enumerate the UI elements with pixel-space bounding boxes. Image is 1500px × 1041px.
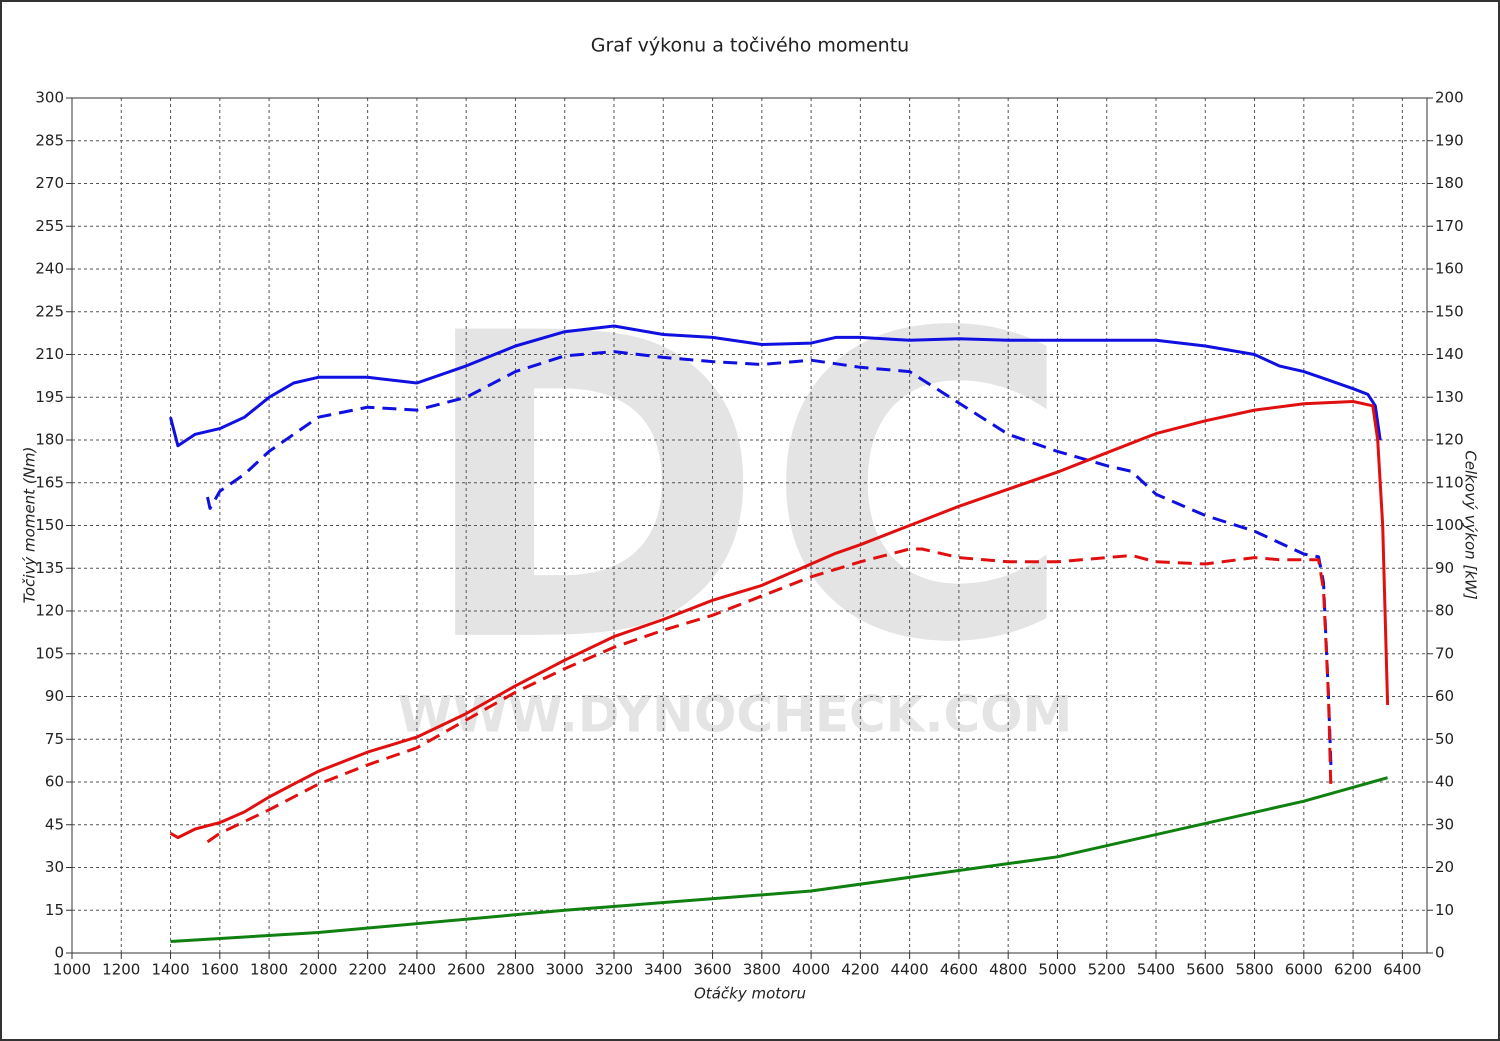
y2-tick-label: 110: [1435, 473, 1464, 491]
y-tick-label: 255: [35, 217, 64, 235]
y-tick-label: 30: [45, 858, 64, 876]
x-tick-label: 5400: [1137, 961, 1175, 979]
y2-tick-label: 80: [1435, 602, 1454, 620]
x-tick-label: 5000: [1038, 961, 1076, 979]
y-tick-label: 45: [45, 815, 64, 833]
x-tick-label: 4000: [792, 961, 830, 979]
y2-tick-label: 150: [1435, 302, 1464, 320]
y2-tick-label: 170: [1435, 217, 1464, 235]
y2-tick-label: 120: [1435, 431, 1464, 449]
y2-tick-label: 100: [1435, 516, 1464, 534]
x-tick-label: 4800: [989, 961, 1027, 979]
y-axis-label: Točivý moment (Nm): [21, 447, 39, 604]
x-tick-label: 3600: [693, 961, 731, 979]
x-tick-label: 3200: [595, 961, 633, 979]
series-line: [169, 400, 1390, 840]
y2-tick-label: 40: [1435, 773, 1454, 791]
y2-tick-label: 70: [1435, 644, 1454, 662]
x-tick-label: 1200: [102, 961, 140, 979]
y-tick-label: 120: [35, 602, 64, 620]
x-tick-label: 2600: [447, 961, 485, 979]
y-tick-label: 240: [35, 260, 64, 278]
x-tick-label: 1800: [250, 961, 288, 979]
y2-tick-label: 50: [1435, 730, 1454, 748]
y-tick-label: 0: [54, 944, 64, 962]
y2-tick-label: 10: [1435, 901, 1454, 919]
y-tick-label: 15: [45, 901, 64, 919]
y2-tick-label: 200: [1435, 89, 1464, 107]
y2-tick-label: 130: [1435, 388, 1464, 406]
y-tick-label: 90: [45, 687, 64, 705]
y2-tick-label: 160: [1435, 260, 1464, 278]
y-tick-label: 285: [35, 131, 64, 149]
series-line: [206, 350, 1333, 765]
x-tick-label: 3800: [743, 961, 781, 979]
y-tick-label: 75: [45, 730, 64, 748]
x-tick-label: 3000: [546, 961, 584, 979]
x-tick-label: 3400: [644, 961, 682, 979]
y-tick-label: 135: [35, 559, 64, 577]
series-line: [206, 547, 1333, 844]
series-line: [169, 324, 1382, 448]
y-tick-label: 60: [45, 773, 64, 791]
x-tick-label: 6400: [1383, 961, 1421, 979]
x-tick-label: 1400: [151, 961, 189, 979]
x-tick-label: 5600: [1186, 961, 1224, 979]
x-axis-label: Otáčky motoru: [694, 985, 806, 1003]
chart-title: Graf výkonu a točivého momentu: [591, 35, 909, 57]
x-tick-label: 5800: [1235, 961, 1273, 979]
y2-tick-label: 30: [1435, 815, 1454, 833]
plot-border: [71, 97, 1428, 954]
y-tick-label: 225: [35, 302, 64, 320]
x-tick-label: 2000: [299, 961, 337, 979]
x-tick-label: 6000: [1285, 961, 1323, 979]
y-tick-label: 105: [35, 644, 64, 662]
x-tick-label: 4400: [891, 961, 929, 979]
y2-tick-label: 180: [1435, 174, 1464, 192]
y-tick-label: 150: [35, 516, 64, 534]
x-tick-label: 2200: [349, 961, 387, 979]
x-tick-label: 1000: [53, 961, 91, 979]
y2-tick-label: 20: [1435, 858, 1454, 876]
x-tick-label: 2800: [496, 961, 534, 979]
y2-tick-label: 90: [1435, 559, 1454, 577]
y-tick-label: 195: [35, 388, 64, 406]
x-tick-label: 4200: [841, 961, 879, 979]
series-line: [170, 776, 1389, 943]
y-tick-label: 270: [35, 174, 64, 192]
x-tick-label: 6200: [1334, 961, 1372, 979]
x-tick-label: 1600: [201, 961, 239, 979]
x-tick-label: 4600: [940, 961, 978, 979]
y2-tick-label: 60: [1435, 687, 1454, 705]
x-tick-label: 2400: [398, 961, 436, 979]
y-tick-label: 180: [35, 431, 64, 449]
y-tick-label: 300: [35, 89, 64, 107]
x-tick-label: 5200: [1088, 961, 1126, 979]
y-tick-label: 165: [35, 473, 64, 491]
y2-tick-label: 0: [1435, 944, 1445, 962]
y2-tick-label: 190: [1435, 131, 1464, 149]
y2-axis-label: Celkový výkon [kW]: [1462, 450, 1480, 600]
y-tick-label: 210: [35, 345, 64, 363]
y2-tick-label: 140: [1435, 345, 1464, 363]
